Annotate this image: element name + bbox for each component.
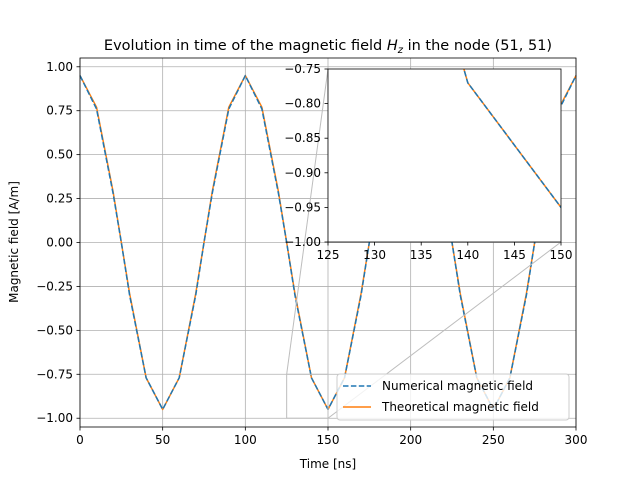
inset-frame [327, 68, 562, 243]
legend: Numerical magnetic field Theoretical magn… [336, 373, 570, 421]
x-tick-label: 300 [565, 433, 588, 447]
x-tick-label: 150 [317, 433, 340, 447]
inset-x-tick-label: 145 [503, 248, 526, 262]
x-tick-label: 200 [399, 433, 422, 447]
inset-x-tick-label: 150 [550, 248, 573, 262]
inset-axes: 125 130 135 140 145 150 −0.75 −0.80 −0.85 −0.90 −0… [284, 62, 573, 262]
title-suffix: in the node (51, 51) [403, 38, 552, 54]
inset-x-tick-label: 130 [363, 248, 386, 262]
x-tick-label: 100 [234, 433, 257, 447]
inset-y-tick-label: −0.90 [284, 166, 321, 180]
y-tick-label: −0.25 [36, 279, 73, 293]
y-tick-label: 1.00 [46, 60, 73, 74]
y-tick-label: 0.75 [46, 104, 73, 118]
y-axis-label: Magnetic field [A/m] [7, 181, 21, 303]
title-var: H [387, 38, 398, 54]
inset-y-tick-label: −0.75 [284, 62, 321, 76]
inset-y-tick-label: −1.00 [284, 235, 321, 249]
inset-x-tick-label: 135 [410, 248, 433, 262]
y-tick-label: 0.25 [46, 192, 73, 206]
y-tick-label: −1.00 [36, 411, 73, 425]
x-tick-label: 250 [482, 433, 505, 447]
chart-title: Evolution in time of the magnetic field … [104, 38, 552, 56]
inset-x-tick-label: 125 [317, 248, 340, 262]
y-tick-label: −0.75 [36, 367, 73, 381]
legend-label: Theoretical magnetic field [381, 400, 539, 414]
zoom-connector [286, 68, 329, 375]
legend-label: Numerical magnetic field [382, 379, 533, 393]
inset-background [328, 69, 561, 242]
legend-box [336, 373, 570, 421]
x-axis-label: Time [ns] [299, 457, 356, 471]
inset-x-tick-label: 140 [456, 248, 479, 262]
title-prefix: Evolution in time of the magnetic field [104, 38, 387, 54]
x-tick-label: 50 [155, 433, 170, 447]
x-tick-label: 0 [76, 433, 84, 447]
title-sub: z [397, 45, 404, 56]
y-tick-label: 0.00 [46, 236, 73, 250]
inset-y-tick-label: −0.85 [284, 131, 321, 145]
inset-y-tick-label: −0.95 [284, 200, 321, 214]
inset-y-tick-label: −0.80 [284, 97, 321, 111]
y-tick-label: 0.50 [46, 148, 73, 162]
main-axes: 0 50 100 150 200 250 300 1.00 0.75 0.50 0.25 0.00 −0… [36, 57, 588, 447]
y-tick-label: −0.50 [36, 323, 73, 337]
zoom-region [286, 373, 329, 419]
